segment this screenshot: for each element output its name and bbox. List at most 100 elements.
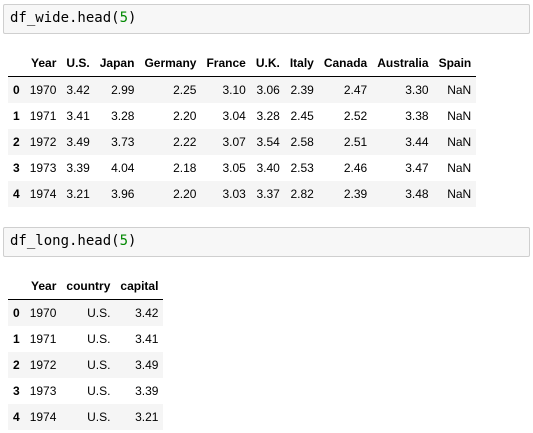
table-cell: 2.52 xyxy=(343,109,368,123)
code-cell-df-long[interactable]: df_long.head(5) xyxy=(3,227,530,257)
column-header: Japan xyxy=(94,50,140,77)
table-cell: NaN xyxy=(447,109,472,123)
code-text-close: ) xyxy=(128,10,137,26)
table-row: 2 1972 3.49 3.73 2.22 3.07 3.54 2.58 2.51 3.44 NaN xyxy=(8,129,477,155)
table-cell: 2.39 xyxy=(343,187,368,201)
row-index: 1 xyxy=(13,109,20,123)
table-cell: 1971 xyxy=(29,332,57,346)
table-cell: 3.48 xyxy=(405,187,429,201)
table-cell: 2.22 xyxy=(173,135,197,149)
table-cell: 3.06 xyxy=(256,83,280,97)
table-cell: 3.41 xyxy=(66,109,90,123)
table-cell: 3.39 xyxy=(135,384,159,398)
row-index: 1 xyxy=(13,332,20,346)
row-index: 2 xyxy=(13,135,20,149)
table-cell: U.S. xyxy=(87,358,111,372)
code-number: 5 xyxy=(119,10,129,26)
table-cell: NaN xyxy=(447,83,472,97)
column-header: France xyxy=(201,50,251,77)
code-cell-df-wide[interactable]: df_wide.head(5) xyxy=(3,4,530,34)
column-header: Spain xyxy=(433,50,477,77)
table-cell: 2.51 xyxy=(343,135,368,149)
table-cell: 1972 xyxy=(29,358,57,372)
dataframe-table-wide: Year U.S. Japan Germany France U.K. Italy Canad… xyxy=(8,50,477,207)
table-row: 0 1970 3.42 2.99 2.25 3.10 3.06 2.39 2.47 3.30 NaN xyxy=(8,76,477,103)
table-cell: 3.49 xyxy=(66,135,90,149)
table-cell: 2.39 xyxy=(290,83,314,97)
table-cell: U.S. xyxy=(87,306,111,320)
table-cell: 1970 xyxy=(29,83,57,97)
table-row: 2 1972 U.S. 3.49 xyxy=(8,352,164,378)
table-cell: 4.04 xyxy=(111,161,135,175)
code-number: 5 xyxy=(119,233,129,249)
table-cell: 1972 xyxy=(29,135,57,149)
index-header xyxy=(8,50,25,77)
table-cell: 1973 xyxy=(29,161,57,175)
table-cell: 3.37 xyxy=(256,187,280,201)
table-cell: 2.46 xyxy=(343,161,368,175)
table-cell: NaN xyxy=(447,187,472,201)
table-cell: 3.04 xyxy=(222,109,246,123)
table-cell: 3.28 xyxy=(111,109,135,123)
table-cell: 3.47 xyxy=(405,161,429,175)
column-header: Italy xyxy=(284,50,319,77)
row-index: 2 xyxy=(13,358,20,372)
row-index: 0 xyxy=(13,83,20,97)
table-cell: NaN xyxy=(447,135,472,149)
table-cell: 1973 xyxy=(29,384,57,398)
table-cell: U.S. xyxy=(87,410,111,424)
row-index: 0 xyxy=(13,306,20,320)
table-row: 3 1973 U.S. 3.39 xyxy=(8,378,164,404)
row-index: 3 xyxy=(13,384,20,398)
table-row: 0 1970 U.S. 3.42 xyxy=(8,299,164,326)
table-cell: 3.38 xyxy=(405,109,429,123)
dataframe-table-long: Year country capital 0 1970 U.S. 3.42 1 1971 U.S… xyxy=(8,273,164,430)
table-row: 4 1974 3.21 3.96 2.20 3.03 3.37 2.82 2.39 3.48 NaN xyxy=(8,181,477,207)
table-header-row: Year country capital xyxy=(8,273,164,300)
output-df-wide: Year U.S. Japan Germany France U.K. Italy Canad… xyxy=(8,50,477,207)
table-cell: 3.30 xyxy=(405,83,429,97)
table-cell: 2.25 xyxy=(173,83,197,97)
table-cell: 2.45 xyxy=(290,109,314,123)
table-cell: 3.41 xyxy=(135,332,159,346)
table-cell: 3.54 xyxy=(256,135,280,149)
table-row: 1 1971 3.41 3.28 2.20 3.04 3.28 2.45 2.52 3.38 NaN xyxy=(8,103,477,129)
table-cell: 1971 xyxy=(29,109,57,123)
column-header: Canada xyxy=(318,50,373,77)
table-cell: 3.21 xyxy=(66,187,90,201)
table-cell: 1974 xyxy=(29,187,57,201)
table-cell: 3.73 xyxy=(111,135,135,149)
row-index: 3 xyxy=(13,161,20,175)
row-index: 4 xyxy=(13,410,20,424)
table-cell: 2.53 xyxy=(290,161,314,175)
output-df-long: Year country capital 0 1970 U.S. 3.42 1 1971 U.S… xyxy=(8,273,164,430)
table-cell: U.S. xyxy=(87,332,111,346)
column-header: U.S. xyxy=(61,50,95,77)
code-text-close: ) xyxy=(128,233,137,249)
table-cell: 2.58 xyxy=(290,135,314,149)
code-text: df_long.head( xyxy=(10,233,120,249)
table-cell: 3.05 xyxy=(222,161,246,175)
table-cell: U.S. xyxy=(87,384,111,398)
column-header: U.K. xyxy=(250,50,285,77)
table-cell: 2.82 xyxy=(290,187,314,201)
table-cell: 3.21 xyxy=(135,410,159,424)
table-cell: 3.07 xyxy=(222,135,246,149)
table-row: 1 1971 U.S. 3.41 xyxy=(8,326,164,352)
row-index: 4 xyxy=(13,187,20,201)
table-cell: 2.47 xyxy=(343,83,368,97)
table-row: 4 1974 U.S. 3.21 xyxy=(8,404,164,430)
table-cell: 1974 xyxy=(29,410,57,424)
table-cell: 3.42 xyxy=(135,306,159,320)
column-header: Australia xyxy=(372,50,434,77)
table-cell: 2.18 xyxy=(173,161,197,175)
table-row: 3 1973 3.39 4.04 2.18 3.05 3.40 2.53 2.46 3.47 NaN xyxy=(8,155,477,181)
code-text: df_wide.head( xyxy=(10,10,120,26)
table-cell: 3.03 xyxy=(222,187,246,201)
table-cell: 3.49 xyxy=(135,358,159,372)
table-cell: NaN xyxy=(447,161,472,175)
table-cell: 3.44 xyxy=(405,135,429,149)
column-header: Germany xyxy=(139,50,202,77)
table-cell: 1970 xyxy=(29,306,57,320)
table-cell: 2.20 xyxy=(173,187,197,201)
